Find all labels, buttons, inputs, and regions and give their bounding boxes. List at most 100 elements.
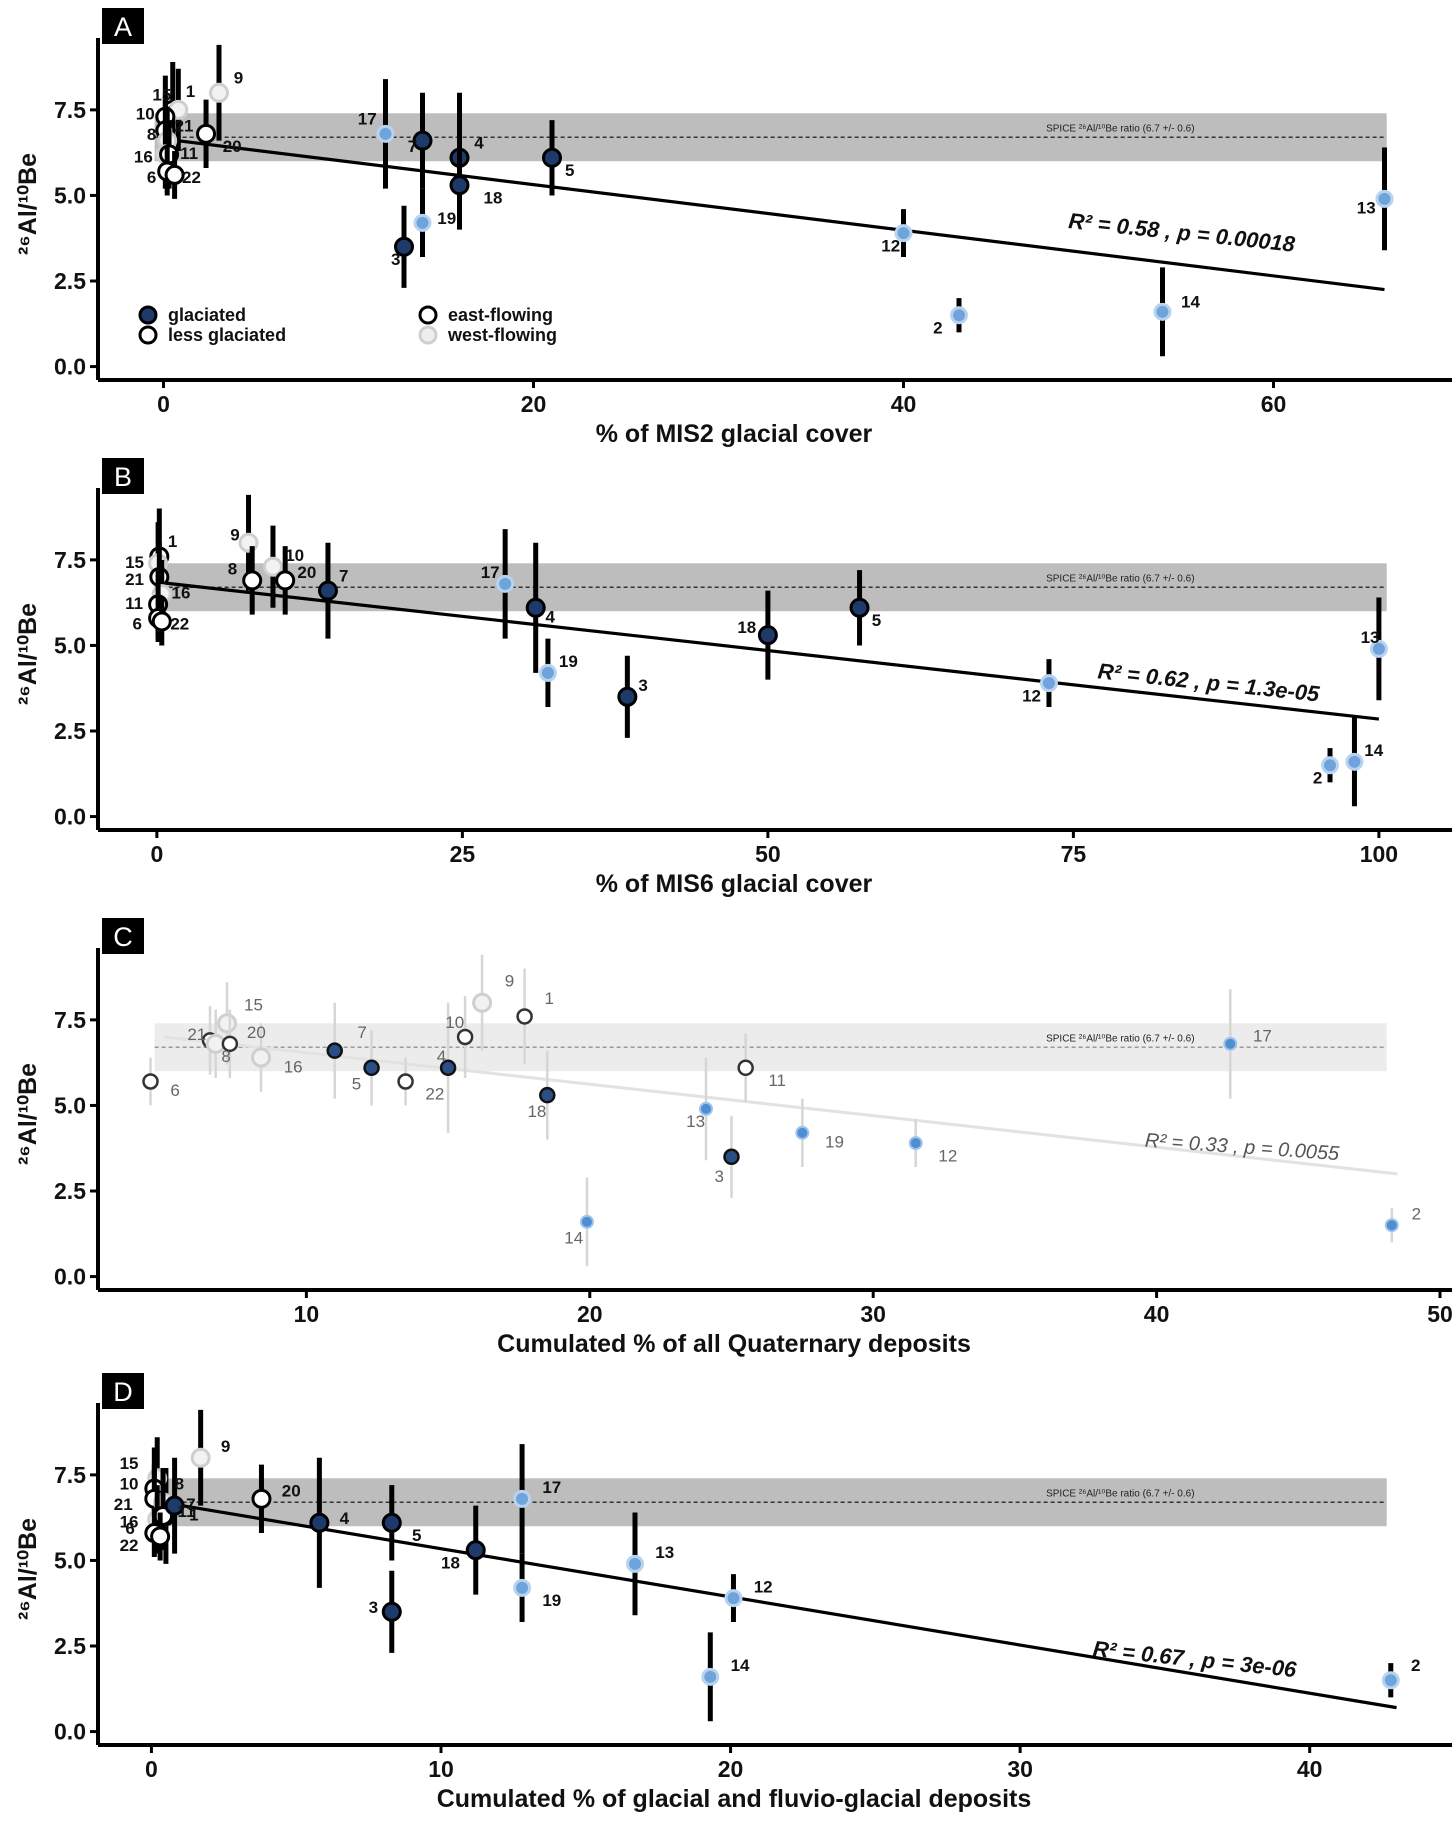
x-tick-label: 25 (450, 841, 476, 867)
data-point-9 (472, 954, 493, 1051)
data-point-17 (1223, 989, 1238, 1099)
point-label: 13 (1361, 628, 1380, 647)
point-label: 10 (445, 1013, 464, 1032)
point-marker (164, 1495, 185, 1516)
point-label: 16 (120, 1512, 139, 1531)
point-marker (1153, 302, 1172, 321)
point-label: 7 (408, 137, 417, 156)
point-marker (190, 1447, 211, 1468)
point-label: 20 (223, 137, 242, 156)
point-marker (757, 625, 778, 646)
point-marker (698, 1101, 713, 1116)
data-point-7 (164, 1457, 185, 1554)
x-tick-label: 50 (1427, 1301, 1452, 1327)
point-marker (849, 597, 870, 618)
point-marker (376, 124, 395, 143)
y-axis-title: ²⁶Al/¹⁰Be (14, 1518, 42, 1620)
point-label: 6 (147, 168, 156, 187)
spice-band-label: SPICE ²⁶Al/¹⁰Be ratio (6.7 +/- 0.6) (1046, 1488, 1194, 1499)
x-tick-label: 50 (755, 841, 781, 867)
y-tick-label: 7.5 (54, 1462, 86, 1488)
point-label: 4 (545, 608, 555, 627)
spice-band-label: SPICE ²⁶Al/¹⁰Be ratio (6.7 +/- 0.6) (1046, 1033, 1194, 1044)
point-marker (516, 1008, 533, 1025)
point-label: 4 (340, 1509, 350, 1528)
y-tick-label: 5.0 (54, 632, 86, 658)
panel-letter-box (102, 8, 144, 44)
point-label: 20 (297, 563, 316, 582)
point-marker (394, 236, 414, 257)
data-point-3 (723, 1115, 740, 1198)
point-label: 10 (136, 104, 155, 123)
point-label: 22 (170, 614, 189, 633)
point-marker (701, 1667, 720, 1686)
y-tick-label: 5.0 (54, 182, 86, 208)
x-axis-title: Cumulated % of all Quaternary deposits (497, 1330, 971, 1358)
point-label: 8 (228, 560, 237, 579)
point-label: 3 (714, 1167, 723, 1186)
point-marker (449, 175, 470, 196)
point-label: 13 (686, 1112, 705, 1131)
data-point-4 (439, 1002, 457, 1133)
legend-glaciated: glaciated (138, 305, 246, 325)
data-point-3 (617, 655, 638, 738)
data-point-14 (701, 1632, 720, 1722)
point-label: 20 (282, 1481, 301, 1500)
point-label: 7 (357, 1023, 366, 1042)
data-point-22 (150, 1512, 171, 1561)
point-marker (1375, 189, 1394, 208)
point-label: 19 (559, 652, 578, 671)
point-label: 5 (352, 1074, 361, 1093)
point-marker (1381, 1671, 1400, 1690)
x-tick-label: 0 (145, 1756, 158, 1782)
y-tick-label: 5.0 (54, 1092, 86, 1118)
data-point-10 (456, 995, 474, 1079)
panel-letter: C (113, 922, 133, 952)
y-axis-title: ²⁶Al/¹⁰Be (14, 1063, 42, 1165)
point-marker (626, 1554, 645, 1573)
data-point-19 (513, 1553, 532, 1623)
panel-letter: A (114, 12, 132, 42)
data-point-13 (1369, 597, 1388, 701)
point-label: 21 (187, 1025, 206, 1044)
point-label: 8 (221, 1047, 230, 1066)
legend-west-flowing: west-flowing (418, 325, 557, 345)
x-tick-label: 40 (891, 391, 917, 417)
x-axis-title: % of MIS6 glacial cover (596, 870, 873, 898)
legend-marker (138, 305, 158, 325)
data-point-3 (381, 1570, 402, 1653)
y-tick-label: 0.0 (54, 1719, 86, 1745)
data-point-5 (363, 1030, 380, 1106)
point-label: 2 (933, 318, 942, 337)
point-label: 21 (125, 570, 144, 589)
point-marker (617, 686, 638, 707)
point-label: 12 (754, 1577, 773, 1596)
x-tick-label: 60 (1261, 391, 1287, 417)
data-point-17 (376, 79, 395, 189)
data-point-5 (381, 1485, 402, 1561)
point-label: 4 (474, 134, 484, 153)
point-label: 3 (369, 1598, 378, 1617)
point-marker (472, 992, 493, 1013)
point-label: 19 (825, 1133, 844, 1152)
point-marker (525, 597, 546, 618)
data-point-14 (1153, 267, 1172, 357)
data-point-2 (950, 298, 968, 333)
point-label: 18 (484, 188, 503, 207)
point-marker (894, 224, 913, 243)
legend-less-glaciated: less glaciated (138, 325, 286, 345)
point-label: 6 (132, 614, 141, 633)
data-point-16 (251, 1023, 272, 1092)
data-point-13 (698, 1057, 713, 1161)
point-label: 11 (180, 144, 198, 163)
point-marker (724, 1589, 743, 1608)
point-marker (251, 1047, 272, 1068)
data-point-2 (1321, 748, 1340, 783)
point-label: 22 (425, 1085, 444, 1104)
point-label: 15 (120, 1454, 139, 1473)
point-label: 9 (230, 525, 239, 544)
data-point-20 (196, 99, 217, 169)
point-label: 15 (152, 86, 171, 105)
point-label: 2 (1412, 1204, 1421, 1223)
